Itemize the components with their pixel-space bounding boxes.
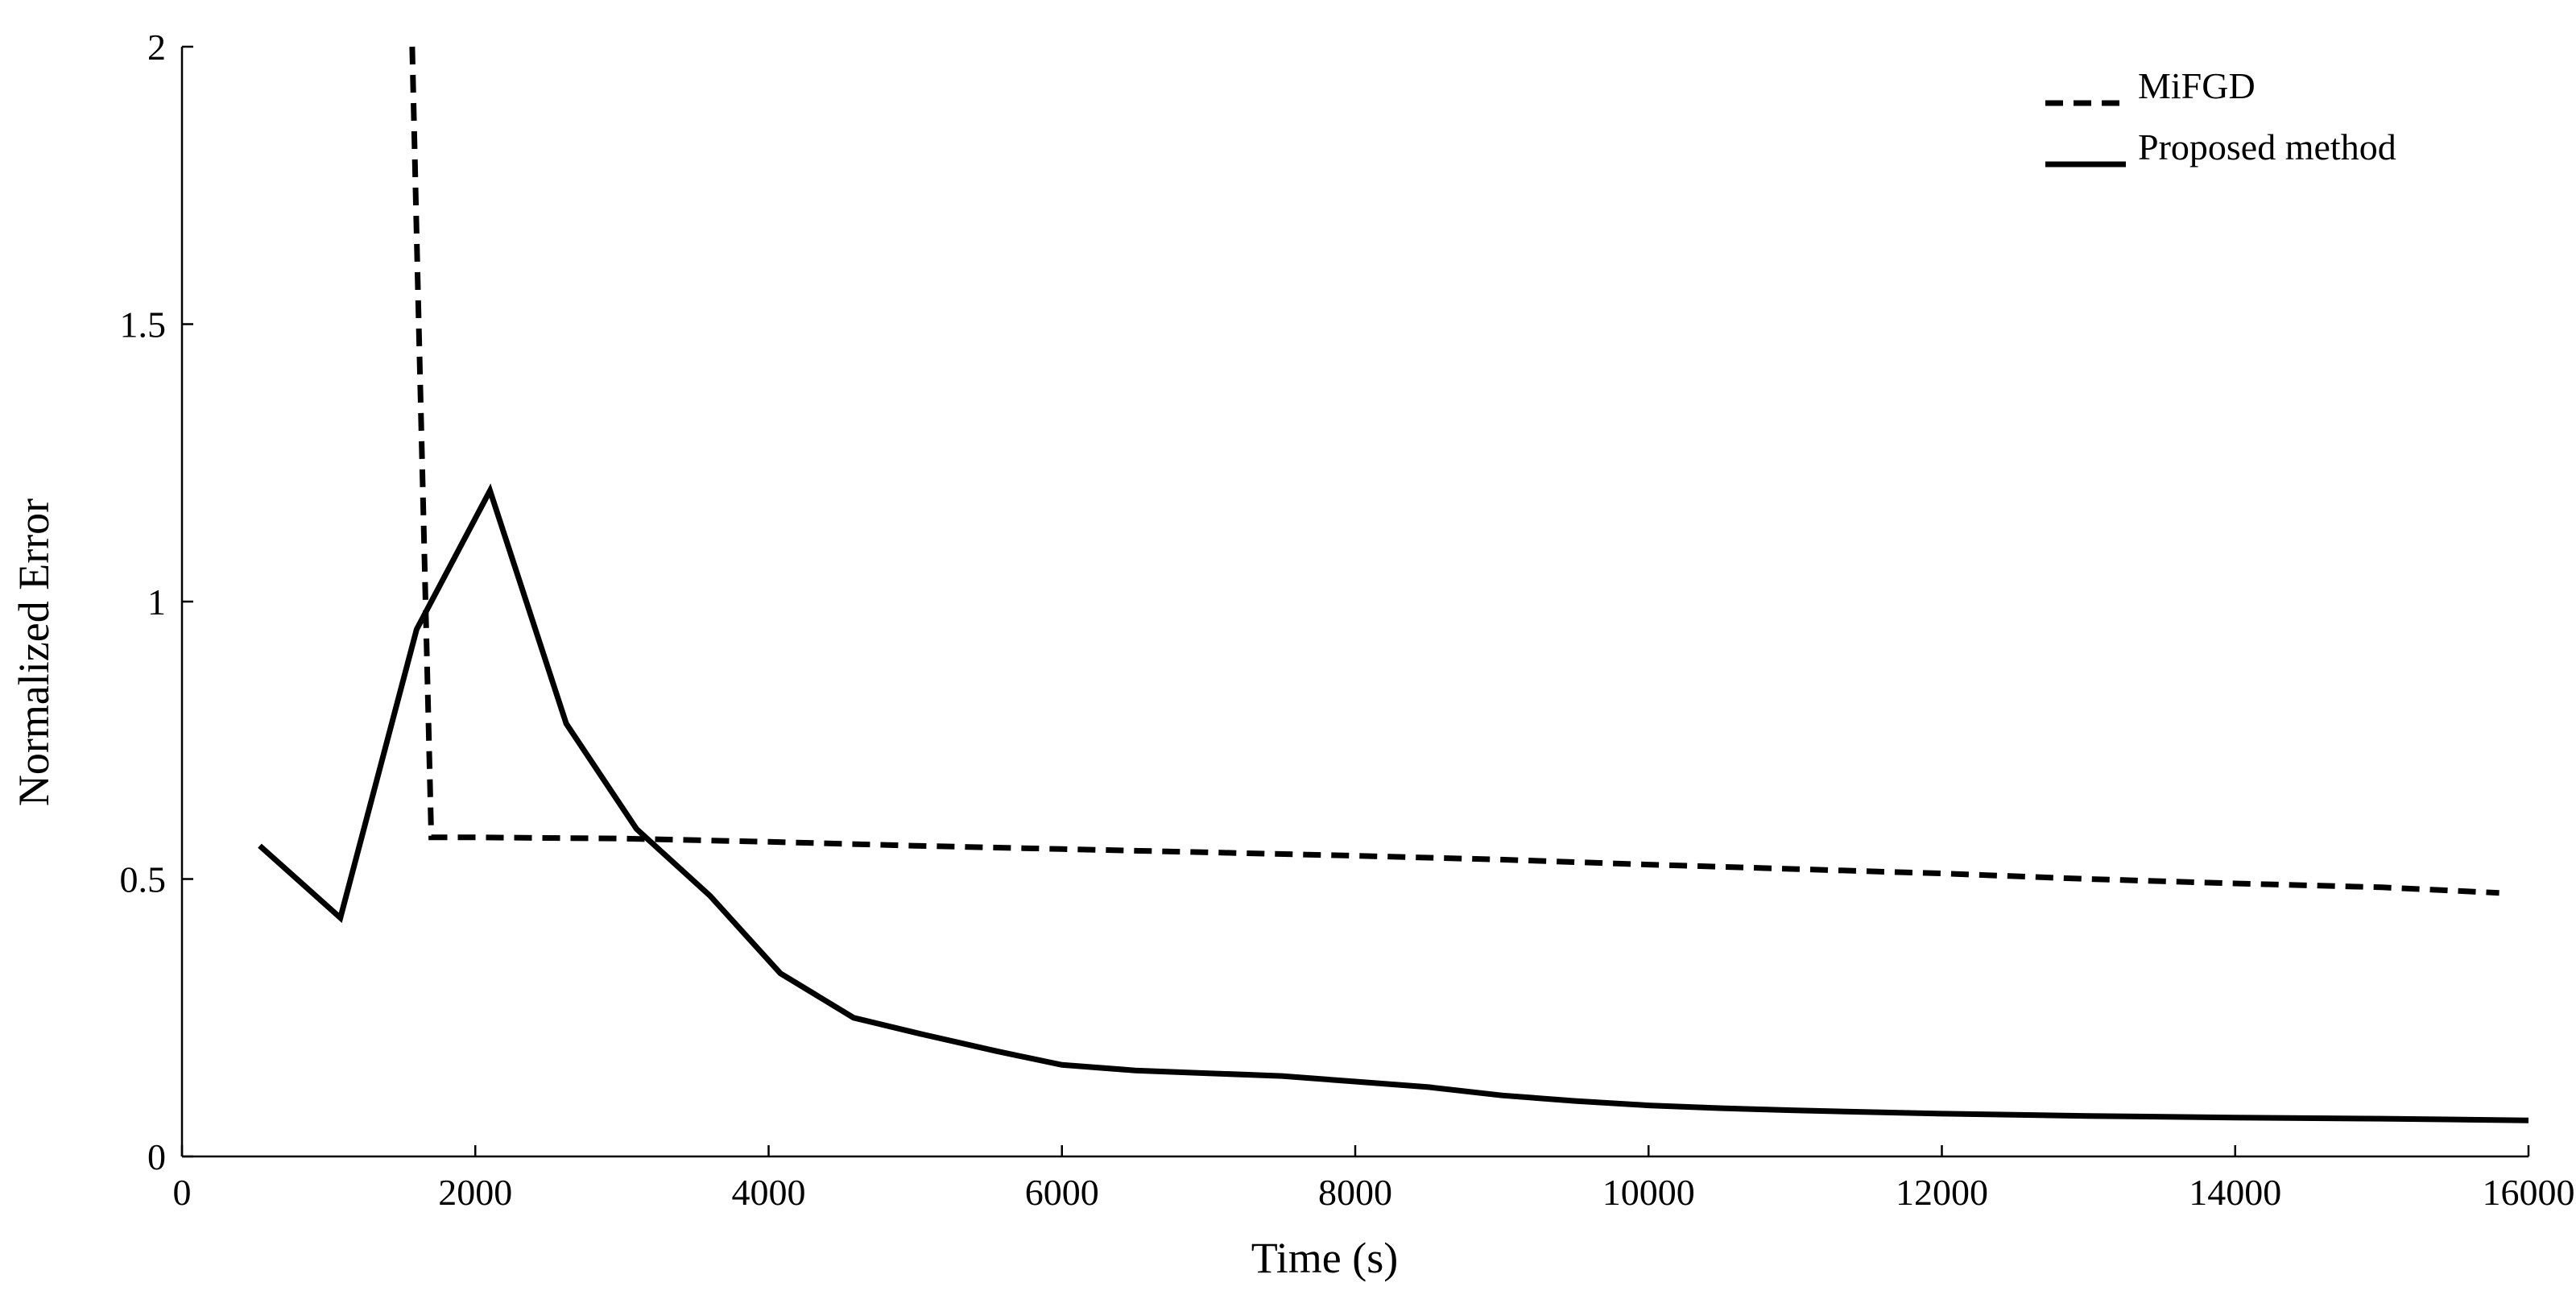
y-axis-label: Normalized Error xyxy=(10,499,58,806)
axes: 0 2000 4000 6000 8000 10000 12000 14000 16000 0 0.… xyxy=(120,27,2575,1213)
x-tick-label: 10000 xyxy=(1602,1172,1695,1213)
x-tick-label: 12000 xyxy=(1896,1172,1988,1213)
legend: MiFGD Proposed method xyxy=(2045,65,2396,168)
x-tick-label: 8000 xyxy=(1318,1172,1392,1213)
y-tick-label: 1.5 xyxy=(120,304,167,345)
x-axis-label: Time (s) xyxy=(1251,1234,1399,1282)
series-line-2 xyxy=(258,483,2529,1123)
legend-label-1: MiFGD xyxy=(2138,65,2256,106)
x-tick-label: 2000 xyxy=(438,1172,512,1213)
x-tick-label: 4000 xyxy=(732,1172,806,1213)
x-tick-label: 6000 xyxy=(1025,1172,1099,1213)
x-tick-label: 0 xyxy=(173,1172,192,1213)
x-tick-label: 14000 xyxy=(2189,1172,2281,1213)
x-tick-label: 16000 xyxy=(2483,1172,2575,1213)
series-lines xyxy=(258,46,2529,1123)
series-line-1 xyxy=(409,46,2500,896)
y-tick-label: 1 xyxy=(147,581,166,623)
y-tick-label: 2 xyxy=(147,27,166,68)
y-tick-label: 0.5 xyxy=(120,859,167,900)
legend-label-2: Proposed method xyxy=(2138,126,2396,168)
y-tick-label: 0 xyxy=(147,1136,166,1177)
